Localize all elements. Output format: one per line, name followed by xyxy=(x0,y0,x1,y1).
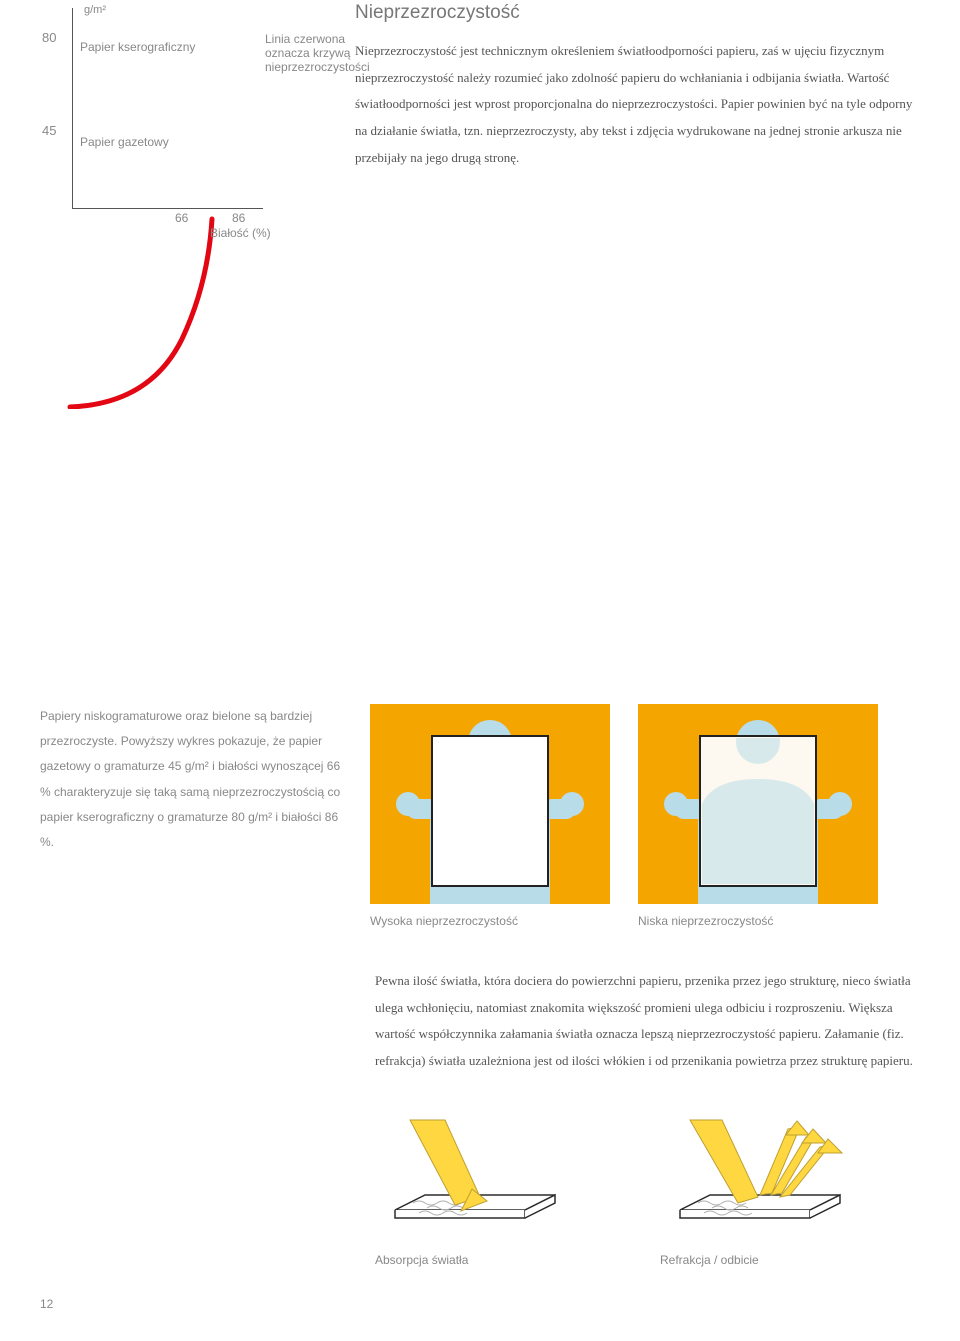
bottom-paragraph: Pewna ilość światła, która dociera do po… xyxy=(375,968,920,1075)
chart-description: Papiery niskogramaturowe oraz bielone są… xyxy=(40,704,345,855)
low-opacity-svg xyxy=(638,704,878,904)
section-opacity: Nieprzezroczystość Nieprzezroczystość je… xyxy=(350,0,920,171)
caption-high-opacity: Wysoka nieprzezroczystość xyxy=(370,914,610,928)
illustration-high-opacity: Wysoka nieprzezroczystość xyxy=(370,704,610,928)
chart-x-label: Białość (%) xyxy=(210,226,271,240)
chart-curve xyxy=(40,209,230,409)
section-body: Nieprzezroczystość jest technicznym okre… xyxy=(355,38,920,171)
chart-xtick-66: 66 xyxy=(175,211,188,225)
diagram-absorption: Absorpcja światła xyxy=(375,1115,585,1267)
caption-absorption: Absorpcja światła xyxy=(375,1253,585,1267)
chart-xtick-86: 86 xyxy=(232,211,245,225)
chart-ytick-45: 45 xyxy=(42,123,56,138)
high-opacity-svg xyxy=(370,704,610,904)
chart-ytick-80: 80 xyxy=(42,30,56,45)
opacity-chart: g/m² 80 45 Papier kserograficzny Papier … xyxy=(40,8,350,659)
page-number: 12 xyxy=(40,1297,920,1311)
section-title: Nieprzezroczystość xyxy=(355,2,920,24)
caption-refraction: Refrakcja / odbicie xyxy=(660,1253,870,1267)
chart-legend: Linia czerwona oznacza krzywą nieprzezro… xyxy=(265,32,375,74)
illustration-low-opacity: Niska nieprzezroczystość xyxy=(638,704,878,928)
chart-axes xyxy=(72,8,263,209)
caption-low-opacity: Niska nieprzezroczystość xyxy=(638,914,878,928)
diagram-refraction: Refrakcja / odbicie xyxy=(660,1115,870,1267)
